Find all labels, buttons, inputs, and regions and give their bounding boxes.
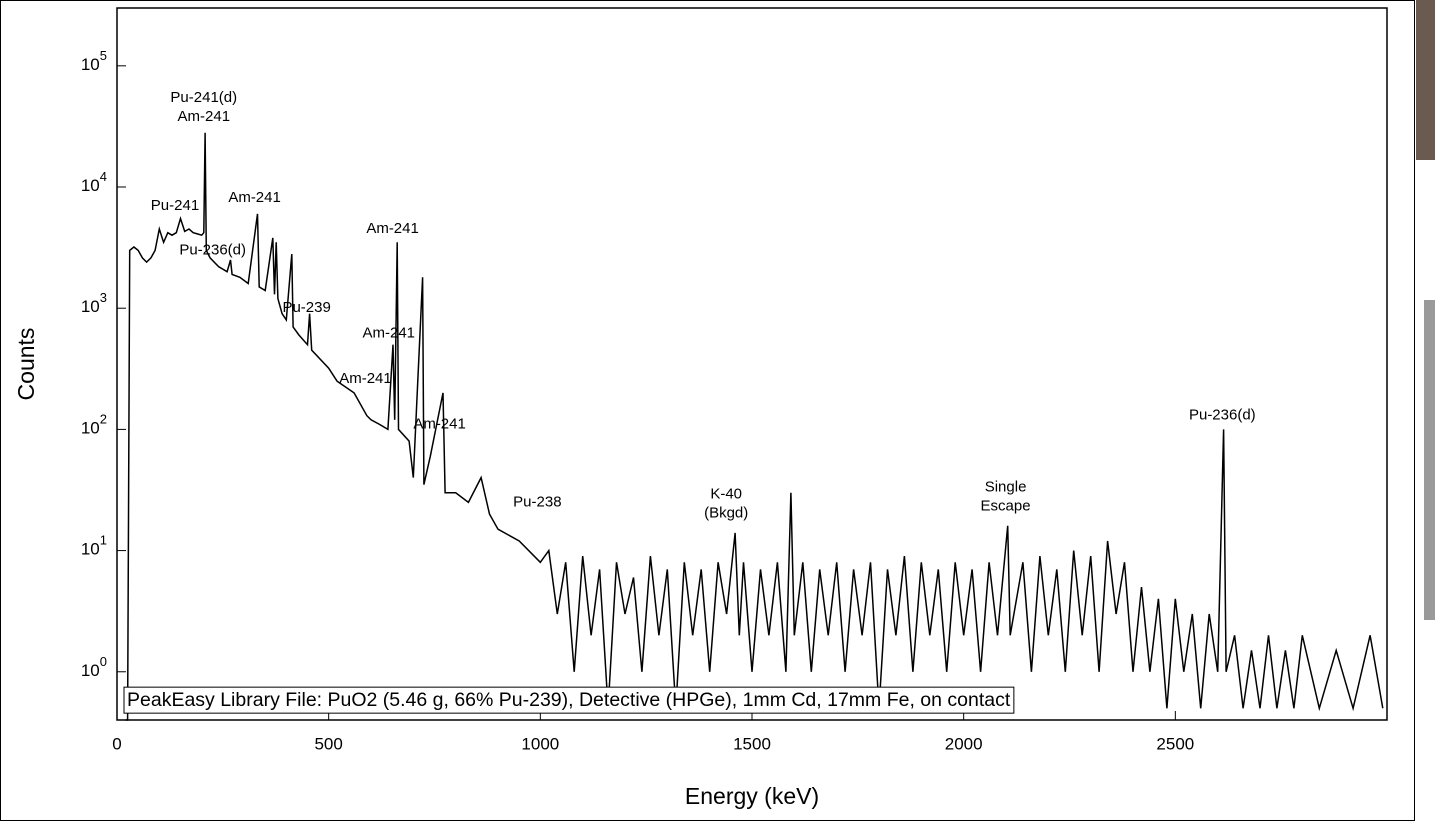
peak-label: (Bkgd) [704, 505, 748, 522]
y-tick-label: 100 [81, 654, 107, 680]
peak-label: Pu-238 [513, 493, 561, 510]
y-tick-label: 104 [81, 169, 107, 195]
caption: PeakEasy Library File: PuO2 (5.46 g, 66%… [127, 689, 1011, 711]
peak-label: Am-241 [363, 324, 416, 341]
peak-label: Am-241 [228, 189, 281, 206]
y-tick-exponent: 1 [100, 533, 107, 548]
x-tick-label: 1500 [733, 734, 771, 753]
x-axis-label: Energy (keV) [685, 783, 819, 809]
peak-label: Am-241 [413, 415, 466, 432]
peak-label: Pu-241 [151, 197, 199, 214]
peak-label: Pu-239 [282, 299, 330, 316]
y-tick-base: 10 [81, 661, 100, 680]
peak-label: Am-241 [366, 220, 419, 237]
y-tick-label: 105 [81, 48, 107, 74]
y-tick-base: 10 [81, 55, 100, 74]
y-tick-exponent: 4 [100, 169, 107, 184]
x-tick-label: 2000 [945, 734, 983, 753]
x-tick-label: 1000 [521, 734, 559, 753]
y-tick-exponent: 0 [100, 654, 107, 669]
peak-label: Pu-236(d) [1189, 407, 1256, 424]
y-tick-exponent: 3 [100, 291, 107, 306]
peak-label: K-40 [710, 486, 742, 503]
y-tick-base: 10 [81, 419, 100, 438]
plot-frame [116, 7, 1388, 721]
peak-label: Am-241 [339, 370, 392, 387]
background-strip [1416, 0, 1435, 160]
spectrum-line [125, 132, 1384, 721]
peak-label: Pu-241(d) [170, 89, 237, 106]
peak-label: Am-241 [178, 108, 231, 125]
peak-label: Pu-236(d) [179, 241, 246, 258]
y-axis-label: Counts [13, 328, 39, 401]
y-tick-exponent: 5 [100, 48, 107, 63]
y-tick-label: 103 [81, 291, 107, 317]
x-tick-label: 500 [314, 734, 342, 753]
y-tick-base: 10 [81, 298, 100, 317]
x-tick-label: 2500 [1156, 734, 1194, 753]
y-tick-label: 101 [81, 533, 107, 559]
caption-box [123, 686, 1015, 714]
y-tick-base: 10 [81, 176, 100, 195]
peak-label: Escape [981, 498, 1031, 515]
y-tick-label: 102 [81, 412, 107, 438]
y-tick-exponent: 2 [100, 412, 107, 427]
x-tick-label: 0 [112, 734, 121, 753]
y-tick-base: 10 [81, 540, 100, 559]
peak-label: Single [985, 479, 1027, 496]
background-strip [1424, 300, 1435, 620]
